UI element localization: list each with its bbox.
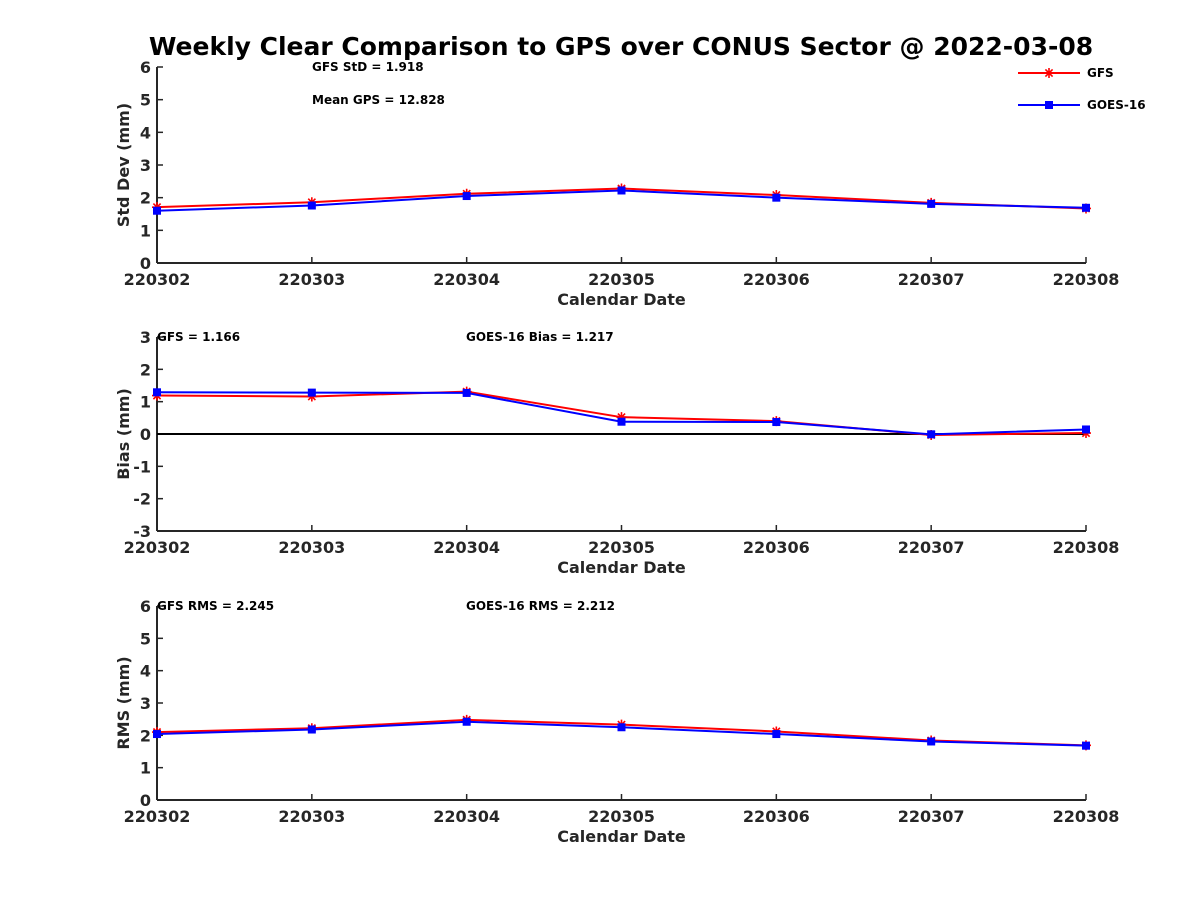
y-tick-label: 6 [140, 58, 151, 77]
y-tick-label: 3 [140, 156, 151, 175]
series-gfs [152, 386, 1091, 440]
data-point [307, 388, 316, 397]
legend-marker [1044, 68, 1054, 78]
data-point [462, 388, 471, 397]
x-tick-label: 220305 [588, 538, 655, 557]
legend-label: GOES-16 [1087, 98, 1146, 112]
data-point [617, 723, 626, 732]
x-tick-label: 220308 [1053, 807, 1120, 826]
y-tick-label: 2 [140, 189, 151, 208]
x-tick-label: 220306 [743, 538, 810, 557]
y-tick-label: 2 [140, 726, 151, 745]
data-point [1082, 425, 1090, 434]
data-point [616, 412, 627, 423]
annotation: GOES-16 Bias = 1.217 [466, 330, 614, 344]
x-tick-label: 220304 [433, 807, 500, 826]
data-point [1082, 741, 1090, 750]
y-tick-label: 2 [140, 360, 151, 379]
y-axis-label: Std Dev (mm) [114, 103, 133, 227]
y-tick-label: 4 [140, 662, 151, 681]
y-tick-label: 6 [140, 597, 151, 616]
annotation: GOES-16 RMS = 2.212 [466, 599, 615, 613]
data-point [307, 725, 316, 734]
legend-item-gfs: GFS [1018, 66, 1114, 80]
data-point [617, 417, 626, 426]
x-tick-label: 220302 [124, 807, 191, 826]
data-point [153, 206, 161, 215]
panel-bias: -3 -2 -1 0 1 2 3 220302 220303 220304 220305 220306… [114, 328, 1119, 577]
legend: GFS GOES-16 [1018, 66, 1146, 112]
x-tick-label: 220302 [124, 270, 191, 289]
x-axis-label: Calendar Date [557, 827, 686, 846]
data-point [153, 388, 161, 397]
data-point [927, 199, 936, 208]
annotation: Mean GPS = 12.828 [312, 93, 445, 107]
x-tick-label: 220308 [1053, 270, 1120, 289]
x-tick-label: 220302 [124, 538, 191, 557]
y-tick-label: 0 [140, 425, 151, 444]
y-tick-label: 1 [140, 393, 151, 412]
panel-std: 0 1 2 3 4 5 6 220302 220303 220304 220305 220306 220… [114, 58, 1119, 309]
x-tick-label: 220307 [898, 270, 965, 289]
data-point [772, 418, 781, 427]
y-tick-label: 0 [140, 791, 151, 810]
y-tick-label: 0 [140, 254, 151, 273]
y-tick-label: 5 [140, 91, 151, 110]
y-tick-label: 1 [140, 221, 151, 240]
chart-title: Weekly Clear Comparison to GPS over CONU… [149, 32, 1093, 61]
x-tick-label: 220308 [1053, 538, 1120, 557]
data-point [1082, 203, 1090, 212]
y-tick-label: 3 [140, 328, 151, 347]
y-axis-label: Bias (mm) [114, 388, 133, 480]
data-point [772, 730, 781, 739]
y-tick-label: 4 [140, 123, 151, 142]
legend-marker [1045, 101, 1053, 109]
y-tick-label: 5 [140, 629, 151, 648]
x-tick-label: 220304 [433, 538, 500, 557]
y-axis-label: RMS (mm) [114, 656, 133, 749]
data-point [927, 737, 936, 746]
x-axis-label: Calendar Date [557, 290, 686, 309]
data-point [772, 193, 781, 202]
annotation: GFS StD = 1.918 [312, 60, 424, 74]
x-tick-label: 220307 [898, 538, 965, 557]
x-tick-label: 220303 [278, 270, 345, 289]
panel-rms: 0 1 2 3 4 5 6 220302 220303 220304 220305 220306 220… [114, 597, 1119, 846]
x-tick-label: 220307 [898, 807, 965, 826]
series-goes-16 [153, 186, 1090, 215]
data-point [617, 186, 626, 195]
y-tick-label: 1 [140, 759, 151, 778]
x-tick-label: 220303 [278, 807, 345, 826]
x-axis-label: Calendar Date [557, 558, 686, 577]
annotation: GFS = 1.166 [157, 330, 240, 344]
x-tick-label: 220305 [588, 270, 655, 289]
annotation: GFS RMS = 2.245 [157, 599, 274, 613]
data-point [153, 730, 161, 739]
data-point [462, 192, 471, 201]
y-tick-label: -2 [133, 490, 151, 509]
x-tick-label: 220304 [433, 270, 500, 289]
data-point [307, 201, 316, 210]
x-tick-label: 220303 [278, 538, 345, 557]
y-tick-label: -3 [133, 522, 151, 541]
x-tick-label: 220305 [588, 807, 655, 826]
series-goes-16 [153, 717, 1090, 750]
series-goes-16 [153, 388, 1090, 439]
data-point [927, 430, 936, 439]
series-gfs [152, 714, 1091, 751]
data-point [462, 717, 471, 726]
x-tick-label: 220306 [743, 807, 810, 826]
x-tick-label: 220306 [743, 270, 810, 289]
y-tick-label: 3 [140, 694, 151, 713]
y-tick-label: -1 [133, 457, 151, 476]
legend-item-goes-16: GOES-16 [1018, 98, 1146, 112]
legend-label: GFS [1087, 66, 1114, 80]
